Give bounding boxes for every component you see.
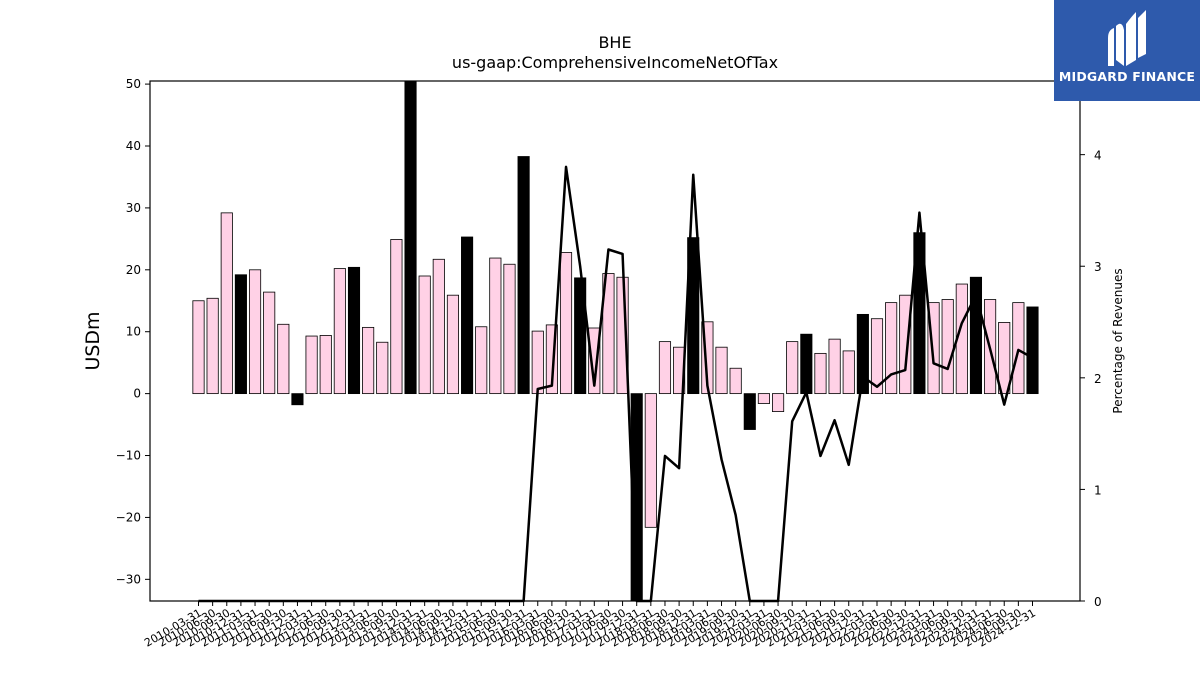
bar-2014-03-31 [418,275,431,395]
bar-2017-03-31 [588,327,601,395]
bar-2016-06-30 [545,324,558,395]
bar-2020-06-30 [772,393,785,412]
bar-2022-06-30 [885,302,898,395]
bar-2013-06-30 [376,341,389,395]
bar-2021-06-30 [828,338,841,395]
bar-2014-09-30 [446,294,460,395]
bar-2020-12-31 [800,333,813,395]
bar-2024-12-31 [1026,306,1039,395]
bar-2012-09-30 [333,268,346,395]
y-axis-right: 0 1 2 3 4 [1080,149,1102,609]
bar-2011-12-31 [291,393,304,406]
bar-2012-12-31 [347,266,361,395]
y-tick-label: 50 [126,77,141,91]
y-tick-label: −20 [116,510,141,524]
bar-2021-12-31 [856,313,869,395]
bar-2013-12-31 [404,80,417,395]
bar-2014-12-31 [461,236,474,395]
bar-2014-06-30 [432,258,445,395]
y-tick-label: 0 [133,387,141,401]
bar-2015-03-31 [475,326,488,395]
bar-2021-03-31 [814,352,827,395]
bar-2012-06-30 [319,335,332,395]
bar-2023-12-31 [969,276,983,395]
bar-2015-12-31 [517,156,530,395]
bar-2019-03-31 [701,321,714,395]
bar-2020-09-30 [786,341,799,395]
y-tick-label: 40 [126,139,141,153]
y-axis-label: USDm [82,311,104,370]
y2-tick-label: 4 [1094,149,1102,163]
y2-tick-label: 0 [1094,595,1102,609]
y2-tick-label: 2 [1094,372,1102,386]
bar-2024-09-30 [1012,302,1025,395]
bar-2010-03-31 [192,300,205,395]
brand-logo: MIDGARD FINANCE [1054,0,1200,101]
y-tick-label: −10 [116,449,141,463]
bar-2019-09-30 [729,367,742,395]
bar-2011-03-31 [248,269,262,395]
bar-2018-03-31 [644,393,657,528]
bar-2022-03-31 [870,318,884,395]
bar-2018-06-30 [658,341,672,395]
bars-group [192,80,1039,602]
bar-2016-12-31 [574,277,587,395]
bar-2013-03-31 [362,326,375,395]
y-tick-label: 30 [126,201,141,215]
y-axis-left: −30 −20 −10 0 10 20 30 40 50 [116,77,150,586]
y-tick-label: 20 [126,263,141,277]
bar-2022-09-30 [899,294,912,395]
plot-frame [149,80,1081,602]
bar-2019-12-31 [743,393,756,430]
bar-2010-09-30 [220,212,233,395]
bar-2021-09-30 [842,350,855,395]
y-tick-label: −30 [116,572,141,586]
bar-2019-06-30 [715,346,728,395]
bar-2010-06-30 [206,297,219,395]
logo-mark-icon [1108,10,1146,66]
chart-title: BHE [598,33,631,52]
bar-2023-06-30 [941,299,954,395]
logo-text: MIDGARD FINANCE [1058,69,1196,84]
y2-tick-label: 3 [1094,260,1102,274]
bar-2013-09-30 [390,239,403,395]
bar-2010-12-31 [234,274,247,395]
bar-2020-03-31 [757,393,770,404]
chart-subtitle: us-gaap:ComprehensiveIncomeNetOfTax [452,53,778,72]
y-tick-label: 10 [126,325,141,339]
bar-2023-03-31 [927,302,940,395]
x-axis: 2010-03-312010-06-302010-09-302010-12-31… [142,601,1038,650]
bar-2024-06-30 [998,322,1011,395]
bar-2011-06-30 [263,291,276,395]
bar-2016-09-30 [559,252,573,395]
bar-2011-09-30 [277,323,290,395]
bar-2017-06-30 [602,273,615,395]
bar-2015-06-30 [489,257,502,395]
bar-2012-03-31 [305,335,318,395]
y2-axis-label: Percentage of Revenues [1111,268,1125,413]
y2-tick-label: 1 [1094,483,1102,497]
bar-2022-12-31 [913,232,926,395]
bar-2015-09-30 [503,263,516,395]
bar-2016-03-31 [531,330,544,395]
